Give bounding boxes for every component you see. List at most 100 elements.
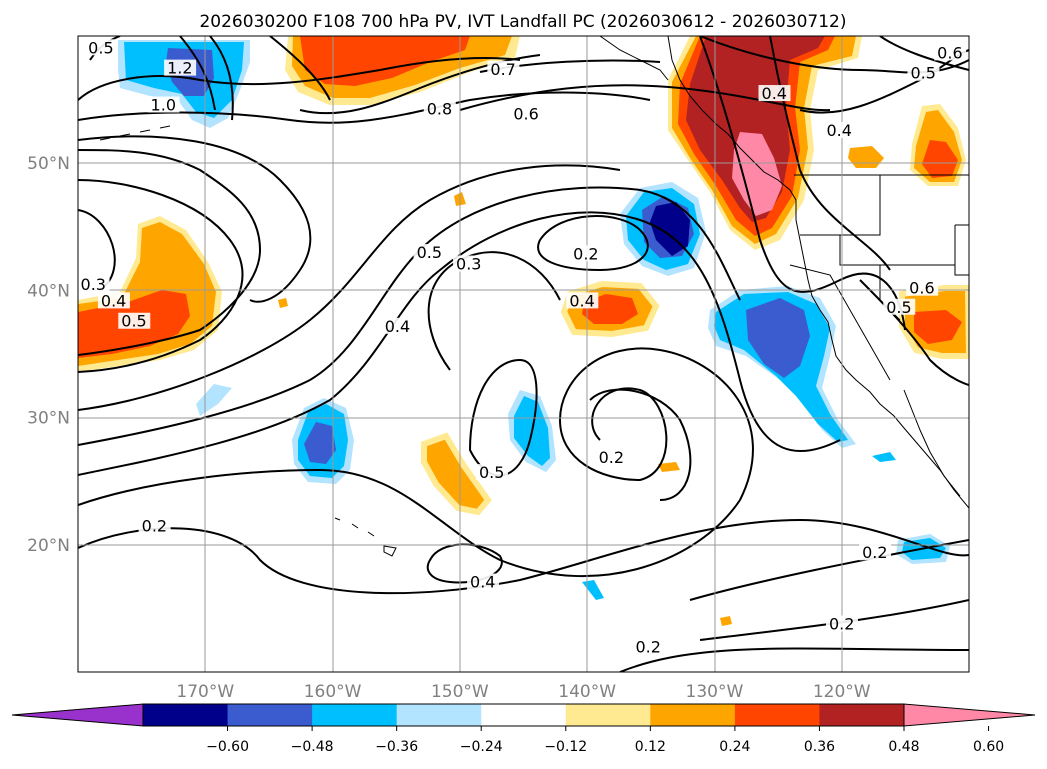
colorbar-tick-label: −0.24 [460, 739, 503, 755]
contour-label-bg [118, 312, 151, 329]
colorbar-tick-label: 0.36 [804, 739, 835, 755]
pv-contour-02-loop [537, 215, 649, 272]
lon-label: 130°W [686, 682, 744, 702]
shade-offshore-navy [650, 202, 690, 256]
contour-label: 0.4 [385, 317, 410, 336]
contour-label: 0.3 [81, 275, 106, 294]
lat-label: 30°N [27, 409, 70, 429]
contour-label-bg [85, 39, 118, 56]
pv-contour-upper-6 [269, 36, 331, 101]
map-title: 2026030200 F108 700 hPa PV, IVT Landfall… [199, 12, 846, 32]
colorbar-tick-label: −0.60 [206, 739, 249, 755]
contour-label-bg [758, 85, 791, 102]
pc-shading [78, 36, 969, 626]
colorbar-bin [734, 704, 820, 726]
pv-contour-05 [78, 164, 621, 411]
contour-label: 0.2 [599, 448, 624, 467]
contour-label: 0.2 [636, 637, 661, 656]
contour-label: 0.3 [456, 255, 481, 274]
contour-label: 0.6 [513, 104, 538, 123]
contour-label-bg [934, 44, 967, 61]
contour-label: 0.5 [121, 312, 146, 331]
colorbar-tick-label: 0.48 [888, 739, 919, 755]
contour-label: 0.5 [886, 298, 911, 317]
colorbar: −0.60 −0.48 −0.36 −0.24 −0.12 0.12 0.24 0.36 0.4… [11, 703, 1036, 755]
map-panel: 0.51.21.0 0.80.70.60.40.40.50.60.30.40.50… [78, 36, 969, 672]
pv-contour-upper-3 [179, 36, 216, 111]
colorbar-tick-label: −0.36 [375, 739, 418, 755]
hawaii-islands [334, 517, 397, 557]
contour-label: 1.2 [167, 59, 192, 78]
contour-label: 0.8 [427, 99, 452, 118]
contour-label: 0.4 [569, 291, 594, 310]
pv-contour-mid-west3 [78, 135, 312, 303]
contour-label-bg [78, 275, 110, 292]
contour-label-bg [413, 244, 446, 261]
lon-label: 120°W [813, 682, 871, 702]
contour-label-bg [570, 245, 603, 262]
pv-contour-coast-5 [879, 36, 969, 71]
colorbar-under [11, 703, 144, 727]
longitude-labels: 170°W 160°W 150°W 140°W 130°W 120°W [176, 682, 870, 702]
contour-label: 0.2 [862, 543, 887, 562]
pv-contour-02-south2 [689, 539, 969, 601]
contour-label-bg [595, 448, 628, 465]
contour-label: 0.4 [762, 84, 787, 103]
pv-contour-02-south4 [619, 647, 969, 672]
contour-labels: 0.51.21.0 0.80.70.60.40.40.50.60.30.40.50… [78, 38, 967, 656]
colorbar-bin [650, 704, 736, 726]
pv-contour-upper-1 [78, 91, 651, 124]
pv-contour-mid-west2 [78, 179, 244, 373]
shade-nw-red-east [914, 310, 962, 344]
contour-label: 0.4 [470, 573, 495, 592]
colorbar-bin [227, 704, 313, 726]
pv-contour-coast-1 [699, 36, 906, 331]
lon-label: 150°W [431, 682, 489, 702]
contour-label-bg [97, 292, 130, 309]
contour-label-bg [381, 317, 414, 334]
state-border-5 [954, 224, 969, 276]
state-border-2 [839, 235, 955, 266]
shade-hawaii-blue [304, 422, 336, 464]
contour-label: 0.5 [479, 463, 504, 482]
pv-contour-coast-2 [769, 36, 891, 271]
aleutians [99, 125, 171, 141]
contour-label: 0.7 [490, 60, 515, 79]
pv-contour-02-mid [78, 347, 754, 578]
shade-ca-blue [746, 298, 810, 378]
pv-contour-upper-4 [209, 36, 234, 121]
contour-label-bg [467, 573, 500, 590]
shade-subtrop-orange-b [421, 432, 492, 516]
contour-label-bg [475, 464, 508, 481]
contour-label: 0.2 [142, 517, 167, 536]
lat-label: 20°N [27, 536, 70, 556]
contour-label-bg [907, 64, 940, 81]
pv-contour-03 [78, 211, 841, 476]
graticule [78, 36, 969, 672]
contour-label-bg [906, 279, 939, 296]
pv-contour-ca-loop [589, 388, 692, 501]
contour-label-bg [859, 544, 892, 561]
contour-label: 0.2 [573, 244, 598, 263]
alaska-coast [599, 36, 669, 81]
colorbar-bin [143, 704, 229, 726]
contour-label-bg [825, 615, 858, 632]
shade-small-orange-e [720, 616, 732, 626]
contour-label-bg [423, 100, 456, 117]
shade-small-orange-d [278, 298, 288, 308]
contour-label: 0.6 [909, 279, 934, 298]
colorbar-tick-label: 0.24 [719, 739, 750, 755]
contour-label: 0.5 [88, 38, 113, 57]
lat-label: 40°N [27, 281, 70, 301]
contour-label-bg [138, 517, 171, 534]
colorbar-over [903, 703, 1036, 727]
contour-label: 1.0 [151, 96, 176, 115]
contour-label-bg [510, 105, 543, 122]
colorbar-bin [312, 704, 398, 726]
contour-label-bg [453, 255, 486, 272]
state-border-1 [800, 175, 881, 236]
latitude-labels: 50°N 40°N 30°N 20°N [27, 154, 70, 556]
pv-contour-02-south [78, 518, 969, 595]
shade-small-blue-c [872, 452, 896, 462]
